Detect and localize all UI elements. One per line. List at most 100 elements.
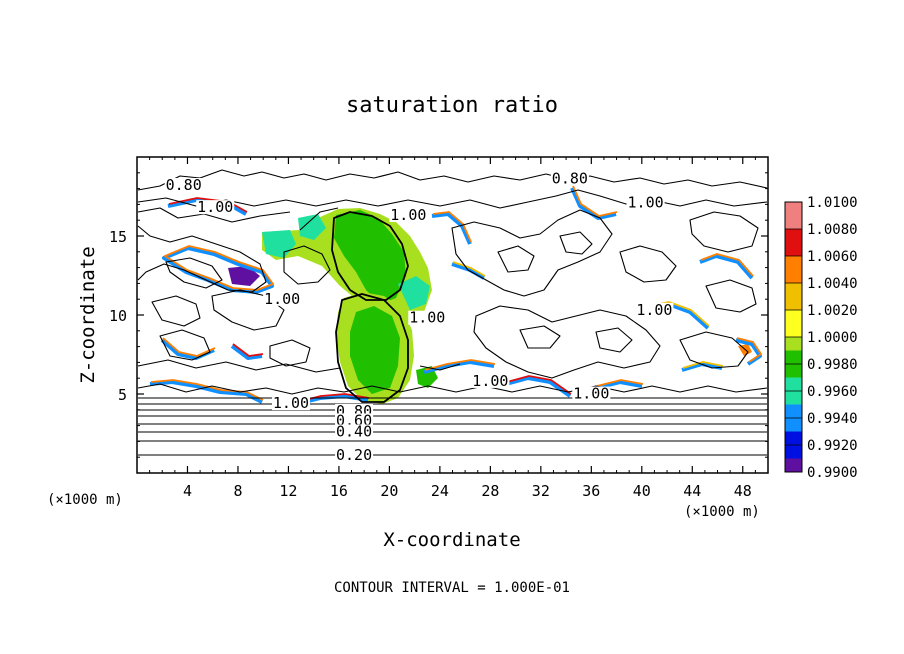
rim-mid-2-outer [451, 262, 485, 280]
colorbar-label: 0.9980 [807, 357, 858, 373]
contour-label: 1.00 [273, 394, 309, 412]
y-tick-label: 15 [109, 228, 127, 246]
contour-line [165, 257, 223, 289]
y-axis-label: Z-coordinate [77, 246, 99, 383]
contour-interval-text: CONTOUR INTERVAL = 1.000E-01 [334, 580, 570, 596]
contour-line [211, 289, 285, 331]
rim-right-1-inner [700, 253, 754, 277]
x-axis-label: X-coordinate [383, 529, 520, 551]
contour-label: 1.00 [197, 198, 233, 216]
x-axis-ticks: 4 8 12 16 20 24 28 32 36 40 44 48 [149, 157, 756, 500]
contour-line [679, 331, 749, 369]
purple-spot [228, 266, 260, 286]
x-tick-label: 32 [532, 482, 550, 500]
rim-right-1-outer [699, 254, 754, 280]
colorbar-band [785, 364, 802, 378]
contour-line [151, 295, 201, 327]
contour-label-background [635, 302, 674, 317]
colorbar-label: 1.0060 [807, 249, 858, 265]
contour-label-background [572, 386, 611, 401]
green-region-core [334, 210, 406, 304]
colorbar-band [785, 256, 802, 270]
x-tick-label: 16 [330, 482, 348, 500]
contour-label-background [335, 413, 374, 428]
x-unit-left: (×1000 m) [47, 492, 123, 508]
rim-lower-4-inner [682, 361, 724, 369]
contour-label-background [626, 195, 665, 210]
contour-label: 1.00 [264, 290, 300, 308]
contour-line [137, 359, 341, 373]
contour-label-background [550, 171, 589, 186]
colorbar-band [785, 229, 802, 243]
colorbar-band [785, 418, 802, 432]
colorbar-label: 1.0020 [807, 303, 858, 319]
rim-lower-2-outer [505, 376, 572, 398]
cyan-region-3 [398, 276, 430, 310]
contour-line [705, 279, 757, 313]
contour-label: 1.00 [573, 385, 609, 403]
rim-lower-2-inner [506, 375, 572, 395]
contour-line [419, 363, 461, 371]
x-tick-label: 24 [431, 482, 449, 500]
contour-line [595, 327, 633, 353]
contour-label-background [335, 448, 374, 463]
contour-label: 1.00 [636, 301, 672, 319]
y-tick-label: 10 [109, 307, 127, 325]
contour-line [269, 339, 311, 367]
y-tick-label: 5 [118, 386, 127, 404]
rim-lower-3-inner [596, 379, 644, 387]
contour-label: 1.00 [409, 309, 445, 327]
x-tick-label: 40 [633, 482, 651, 500]
colorbar-label: 1.0080 [807, 222, 858, 238]
contour-label-background [271, 396, 310, 411]
y-axis-ticks: 5 10 15 [109, 172, 768, 458]
x-tick-label: 20 [380, 482, 398, 500]
colorbar-label: 0.9920 [807, 438, 858, 454]
rim-mid-1-inner [432, 211, 472, 243]
colorbar-band [785, 431, 802, 446]
colorbar-band [785, 215, 802, 230]
rim-lower-left-outer [149, 380, 263, 404]
contour-line [137, 169, 768, 191]
saturation-field [149, 185, 762, 406]
rim-mid-1-outer [431, 212, 472, 245]
x-tick-label: 8 [233, 482, 242, 500]
contour-label-background [408, 310, 447, 325]
contour-label: 1.00 [472, 372, 508, 390]
colorbar-band [785, 391, 802, 405]
rim-lower-1-inner [424, 359, 496, 371]
colorbar-label: 0.9940 [807, 411, 858, 427]
x-tick-label: 36 [582, 482, 600, 500]
rim-top-right-outer [570, 187, 617, 220]
rim-top-right-inner [572, 185, 618, 217]
cyan-region-2 [298, 214, 326, 240]
contour-label-background [471, 373, 510, 388]
contour-label: 0.80 [166, 176, 202, 194]
contour-line [159, 329, 211, 361]
colorbar-band [785, 269, 802, 284]
colorbar-label: 1.0040 [807, 276, 858, 292]
green-region-column-core [350, 306, 400, 394]
rim-upper-left-inner [164, 245, 274, 291]
contour-line [331, 211, 409, 301]
contour-label-background [164, 178, 203, 193]
colorbar-band [785, 202, 802, 216]
contour-label-background [389, 208, 428, 223]
contour-line [559, 231, 593, 255]
colorbar-label: 0.9960 [807, 384, 858, 400]
contour-line [519, 325, 561, 349]
contour-line [689, 211, 759, 253]
rim-mid-2-inner [452, 261, 486, 277]
contour-label-background [263, 291, 302, 306]
colorbar-band [785, 337, 802, 351]
colorbar-band [785, 445, 802, 459]
rim-left-mid-2-outer [230, 344, 263, 360]
contour-label-background [196, 200, 235, 215]
contour-line [473, 305, 661, 379]
x-tick-label: 28 [481, 482, 499, 500]
x-tick-label: 44 [683, 482, 701, 500]
contour-line [335, 293, 409, 403]
contour-labels: 0.80 1.00 0.80 1.00 1.00 1.00 1.00 1.00 1.00 1.00… [164, 170, 674, 464]
colorbar-label: 0.9900 [807, 465, 858, 481]
rim-top-left-inner [168, 197, 248, 213]
